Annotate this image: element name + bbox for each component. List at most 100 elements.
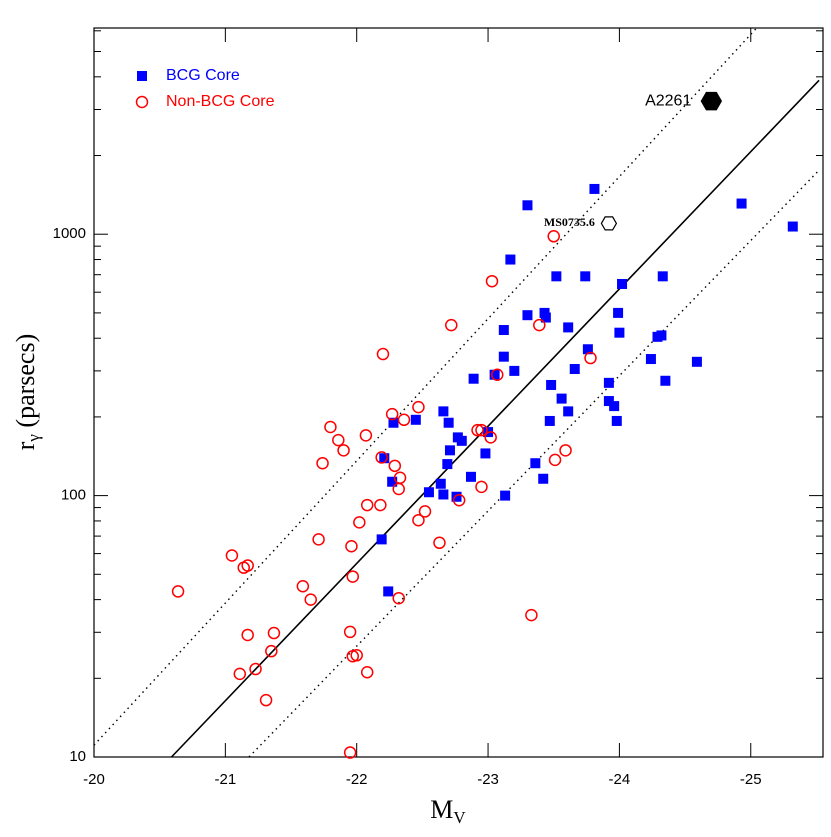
data-point [383, 586, 394, 597]
data-point [509, 365, 520, 376]
y-tick-label: 10 [69, 748, 86, 765]
data-point [438, 406, 449, 417]
x-tick-label: -25 [740, 771, 762, 788]
data-point [442, 459, 453, 470]
data-point [609, 401, 620, 412]
data-point [346, 570, 360, 583]
data-point [471, 423, 484, 437]
data-point [296, 580, 310, 593]
data-point [547, 230, 560, 243]
data-point [360, 665, 374, 679]
data-point [451, 491, 462, 502]
data-point [353, 516, 366, 529]
data-point [423, 487, 434, 498]
data-point [603, 377, 614, 388]
x-tick-label: -22 [346, 771, 368, 788]
data-point [392, 591, 405, 605]
data-point [332, 433, 345, 447]
data-point [540, 312, 551, 323]
y-axis-label: rγ (parsecs) [11, 334, 43, 451]
data-point [556, 393, 567, 404]
data-point [736, 198, 747, 209]
data-point [656, 330, 667, 341]
data-point [452, 493, 466, 507]
data-point [312, 533, 325, 546]
data-point [475, 480, 488, 494]
legend-label: BCG Core [166, 67, 240, 84]
data-point [546, 379, 557, 390]
data-point [171, 585, 185, 598]
fit-line [170, 79, 820, 758]
data-point [316, 456, 329, 470]
data-point [360, 498, 374, 512]
data-point [505, 254, 516, 265]
data-point [337, 444, 350, 457]
data-point [563, 322, 574, 333]
y-axis-label-main: r [11, 441, 40, 450]
data-point [445, 318, 458, 332]
annotation-marker [700, 91, 723, 111]
data-point [603, 396, 614, 407]
data-point [544, 415, 555, 426]
data-point [569, 364, 580, 375]
data-point [392, 482, 405, 496]
data-point [525, 608, 538, 622]
data-point [522, 200, 533, 211]
data-point [376, 347, 390, 361]
x-tick-label: -21 [215, 771, 237, 788]
data-point [480, 448, 491, 459]
data-point [582, 344, 593, 355]
data-point [657, 271, 668, 282]
data-point [249, 662, 262, 676]
data-point [410, 414, 421, 425]
data-point [614, 327, 625, 338]
data-point [584, 351, 597, 365]
data-point [225, 549, 239, 562]
data-point [485, 274, 499, 288]
y-axis-label-sub: γ [24, 434, 43, 443]
data-point [617, 278, 628, 289]
data-point [412, 513, 425, 527]
x-axis-label-sub: V [453, 808, 466, 827]
data-point [611, 415, 622, 426]
data-point [387, 476, 398, 487]
data-point [412, 400, 425, 414]
data-point [468, 373, 479, 384]
data-point [613, 307, 624, 318]
data-point [563, 406, 574, 417]
data-point [397, 413, 411, 427]
data-point [374, 498, 387, 512]
x-tick-label: -23 [477, 771, 499, 788]
data-point [444, 445, 455, 456]
annotation-label: MS0735.6 [544, 215, 595, 229]
data-point [345, 540, 358, 553]
data-point [660, 375, 671, 386]
data-point [490, 368, 504, 381]
data-point [375, 451, 388, 464]
data-point [343, 746, 357, 759]
legend-marker [137, 71, 147, 81]
y-tick-label: 100 [61, 487, 86, 504]
x-tick-label: -24 [609, 771, 631, 788]
data-point [418, 505, 432, 518]
data-point [359, 429, 373, 442]
data-point [548, 453, 562, 467]
data-point [267, 626, 281, 640]
legend-label: Non-BCG Core [166, 93, 275, 110]
data-point [580, 271, 591, 282]
data-point [265, 644, 278, 658]
data-point [498, 351, 509, 362]
data-point [551, 271, 562, 282]
data-point [645, 354, 656, 365]
data-point [498, 325, 509, 336]
data-point [559, 444, 572, 457]
data-point [530, 458, 541, 469]
data-point [233, 667, 247, 681]
data-point [500, 490, 511, 501]
data-point [304, 593, 317, 606]
annotation-label: A2261 [645, 92, 691, 109]
data-point [433, 536, 446, 550]
data-point [589, 183, 600, 194]
x-tick-label: -20 [83, 771, 105, 788]
